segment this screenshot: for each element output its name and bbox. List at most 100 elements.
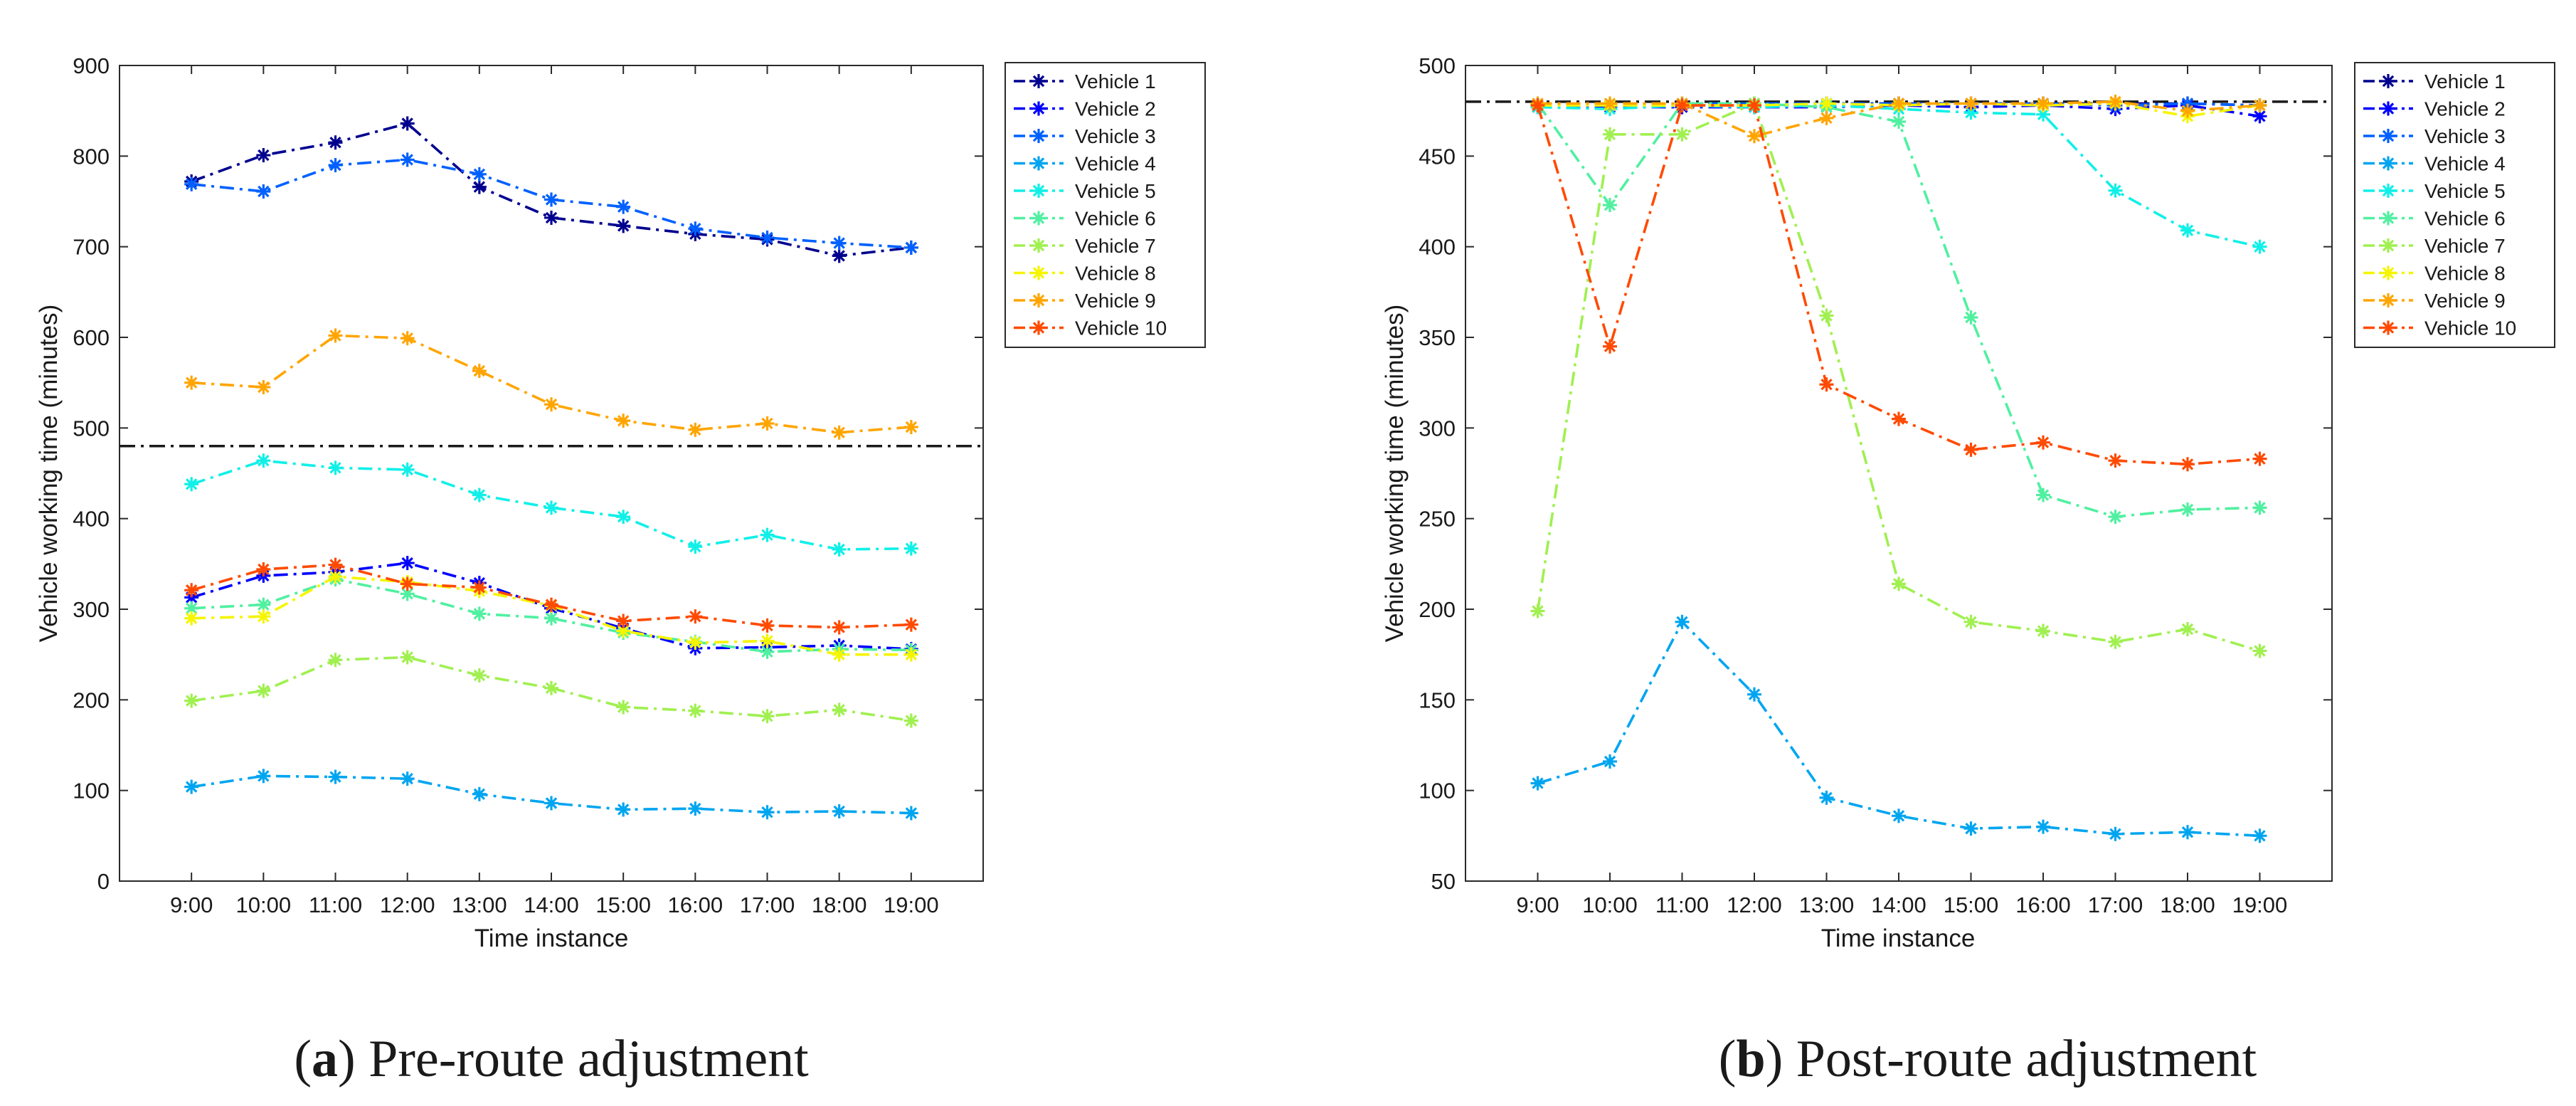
data-point <box>616 510 631 525</box>
y-axis-label: Vehicle working time (minutes) <box>1381 305 1409 643</box>
legend: Vehicle 1 Vehicle 2 Vehicle 3 Vehicle 4 Vehi… <box>1005 62 1206 348</box>
data-point <box>256 148 271 163</box>
y-tick-label: 500 <box>73 416 110 441</box>
y-tick-label: 800 <box>73 144 110 169</box>
legend-item-vehicle-6: Vehicle 6 <box>2363 208 2506 230</box>
data-point <box>2108 94 2123 109</box>
legend-marker <box>2381 156 2395 171</box>
data-point <box>2180 825 2195 840</box>
data-point <box>2252 643 2267 658</box>
legend-label: Vehicle 4 <box>1075 153 1156 175</box>
data-point <box>1603 339 1617 354</box>
data-point <box>903 713 918 728</box>
legend-marker <box>2381 129 2395 143</box>
series-vehicle-7 <box>1530 96 2267 658</box>
data-point <box>472 786 487 801</box>
y-tick-label: 250 <box>1419 507 1456 532</box>
caption-letter: b <box>1736 1030 1765 1088</box>
data-point <box>544 680 558 695</box>
x-tick-label: 11:00 <box>1655 892 1709 917</box>
data-point <box>544 210 558 225</box>
series-vehicle-5 <box>184 453 918 557</box>
data-point <box>328 135 343 150</box>
legend-marker <box>1032 211 1046 226</box>
legend: Vehicle 1 Vehicle 2 Vehicle 3 Vehicle 4 Vehi… <box>2354 62 2555 348</box>
legend-marker <box>1032 184 1046 198</box>
data-point <box>2180 103 2195 118</box>
data-point <box>2036 107 2050 122</box>
legend-label: Vehicle 7 <box>1075 235 1156 257</box>
x-tick-label: 15:00 <box>595 892 651 917</box>
y-axis-ticks: 0 100 200 300 400 500 600 700 800 900 <box>73 53 983 894</box>
data-point <box>1963 614 1978 629</box>
data-point <box>1819 790 1834 805</box>
legend-item-vehicle-7: Vehicle 7 <box>2363 235 2506 257</box>
data-point <box>1603 96 1617 111</box>
legend-marker <box>1032 101 1046 116</box>
data-point <box>688 539 703 554</box>
data-point <box>544 611 558 626</box>
data-point <box>832 702 847 717</box>
x-tick-label: 14:00 <box>524 892 579 917</box>
data-point <box>1892 114 1906 129</box>
panel-a-pre-route: 0 100 200 300 400 500 600 700 800 900 9:00 10:00 11… <box>35 53 1206 1088</box>
data-point <box>903 541 918 556</box>
x-tick-label: 16:00 <box>668 892 723 917</box>
series-line-vehicle-7 <box>1536 102 2261 653</box>
legend-item-vehicle-9: Vehicle 9 <box>2363 290 2506 312</box>
data-point <box>616 700 631 715</box>
legend-marker <box>1032 320 1046 335</box>
data-point <box>1963 821 1978 836</box>
x-tick-label: 12:00 <box>1727 892 1782 917</box>
caption-text: Pre-route adjustment <box>356 1030 809 1088</box>
data-point <box>2036 435 2050 450</box>
caption-text: Post-route adjustment <box>1783 1030 2257 1088</box>
data-point <box>1819 110 1834 125</box>
legend-marker <box>1032 74 1046 88</box>
legend-item-vehicle-10: Vehicle 10 <box>2363 317 2516 339</box>
data-point <box>184 477 199 492</box>
data-point <box>1530 604 1545 618</box>
x-axis-ticks: 9:00 10:00 11:00 12:00 13:00 14:00 15:00 16:00 1… <box>170 65 939 917</box>
x-tick-label: 17:00 <box>740 892 795 917</box>
legend-marker <box>2381 320 2395 335</box>
data-point <box>1530 776 1545 791</box>
data-point <box>184 177 199 191</box>
series-line-vehicle-8 <box>1537 102 2260 118</box>
data-point <box>2252 828 2267 843</box>
data-point <box>2252 109 2267 124</box>
y-tick-label: 400 <box>1419 235 1456 260</box>
data-point <box>832 647 847 662</box>
data-point <box>400 116 415 131</box>
data-point <box>544 397 558 412</box>
y-tick-label: 700 <box>73 235 110 260</box>
data-point <box>184 779 199 794</box>
legend-item-vehicle-2: Vehicle 2 <box>2363 98 2506 120</box>
series-vehicle-10 <box>1530 98 2267 472</box>
data-point <box>184 375 199 390</box>
data-point <box>544 192 558 207</box>
legend-marker <box>2381 184 2395 198</box>
legend-marker <box>2381 211 2395 226</box>
legend-marker <box>1032 265 1046 280</box>
data-point <box>688 221 703 236</box>
data-point <box>832 804 847 818</box>
legend-item-vehicle-8: Vehicle 8 <box>1014 263 1156 285</box>
y-tick-label: 50 <box>1431 869 1456 894</box>
data-point <box>2108 826 2123 841</box>
data-point <box>832 620 847 635</box>
data-point <box>256 683 271 698</box>
data-point <box>328 158 343 173</box>
data-point <box>760 805 775 820</box>
data-point <box>832 425 847 440</box>
data-point <box>2180 502 2195 517</box>
y-tick-label: 0 <box>97 869 110 894</box>
data-point <box>400 576 415 591</box>
series-vehicle-4 <box>1530 614 2267 843</box>
data-point <box>184 583 199 598</box>
data-point <box>328 569 343 584</box>
legend-label: Vehicle 5 <box>2424 180 2506 202</box>
data-point <box>328 769 343 784</box>
legend-label: Vehicle 3 <box>1075 125 1156 147</box>
x-tick-label: 18:00 <box>2160 892 2215 917</box>
